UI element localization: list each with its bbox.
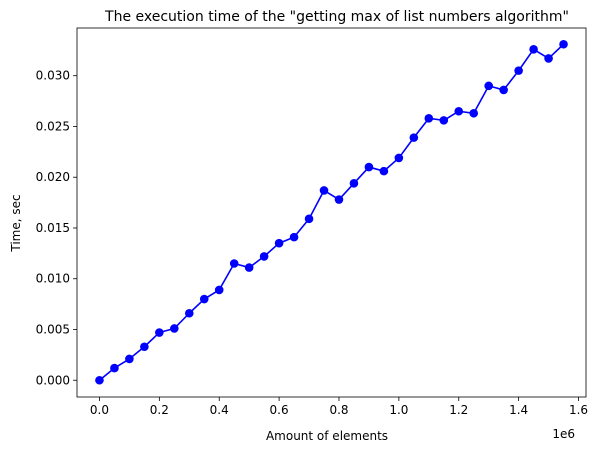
x-tick-label: 1.0 bbox=[389, 403, 408, 417]
x-tick-label: 0.4 bbox=[210, 403, 229, 417]
data-point bbox=[185, 309, 194, 318]
data-point bbox=[395, 154, 404, 163]
y-tick-label: 0.000 bbox=[36, 373, 70, 387]
x-tick-label: 1.4 bbox=[509, 403, 528, 417]
data-point bbox=[425, 114, 434, 123]
data-point bbox=[155, 328, 164, 337]
y-tick-label: 0.025 bbox=[36, 119, 70, 133]
data-point bbox=[125, 355, 134, 364]
data-point bbox=[290, 233, 299, 242]
data-point bbox=[514, 66, 523, 75]
data-point bbox=[320, 186, 329, 195]
x-tick-label: 1.6 bbox=[569, 403, 588, 417]
x-tick-label: 0.8 bbox=[329, 403, 348, 417]
data-point bbox=[439, 116, 448, 125]
data-point bbox=[140, 342, 149, 351]
y-tick-label: 0.005 bbox=[36, 322, 70, 336]
y-tick-label: 0.015 bbox=[36, 221, 70, 235]
data-point bbox=[380, 167, 389, 176]
x-axis-label: Amount of elements bbox=[266, 429, 388, 443]
y-tick-label: 0.020 bbox=[36, 170, 70, 184]
chart-title: The execution time of the "getting max o… bbox=[104, 9, 569, 25]
data-point bbox=[335, 195, 344, 204]
x-axis-offset-label: 1e6 bbox=[552, 427, 575, 441]
data-point bbox=[365, 163, 374, 172]
data-point bbox=[544, 54, 553, 63]
y-axis-label: Time, sec bbox=[9, 194, 23, 252]
data-point bbox=[529, 45, 538, 54]
data-point bbox=[215, 286, 224, 295]
y-tick-label: 0.030 bbox=[36, 69, 70, 83]
x-tick-label: 0.2 bbox=[150, 403, 169, 417]
x-tick-label: 0.6 bbox=[270, 403, 289, 417]
data-point bbox=[469, 109, 478, 118]
data-point bbox=[110, 364, 119, 373]
data-point bbox=[350, 179, 359, 188]
data-point bbox=[230, 259, 239, 268]
data-point bbox=[95, 376, 104, 385]
data-point bbox=[245, 263, 254, 272]
data-point bbox=[275, 239, 284, 248]
y-tick-label: 0.010 bbox=[36, 272, 70, 286]
data-point bbox=[559, 40, 568, 49]
data-point bbox=[499, 86, 508, 95]
data-point bbox=[305, 215, 314, 224]
data-point bbox=[454, 107, 463, 116]
data-point bbox=[410, 133, 419, 142]
data-point bbox=[200, 295, 209, 304]
data-point bbox=[170, 324, 179, 333]
data-point bbox=[260, 252, 269, 261]
x-tick-label: 0.0 bbox=[90, 403, 109, 417]
x-tick-label: 1.2 bbox=[449, 403, 468, 417]
data-point bbox=[484, 82, 493, 91]
